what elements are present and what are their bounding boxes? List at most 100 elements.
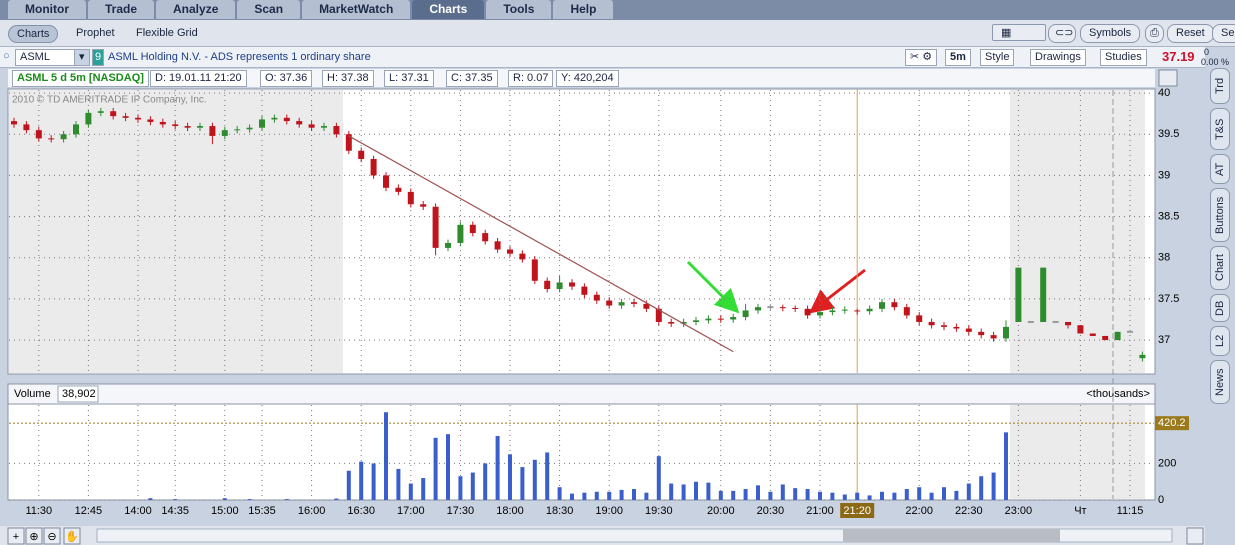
info-field: Y: 420,204 xyxy=(556,70,619,87)
volume-bar xyxy=(346,470,351,500)
cursor-label-box xyxy=(840,503,875,518)
volume-title: Volume xyxy=(14,388,51,400)
sub-tab[interactable]: Flexible Grid xyxy=(136,27,198,39)
link-button[interactable]: ⊂⊃ xyxy=(1048,24,1076,43)
symbol-dropdown[interactable]: ▾ xyxy=(74,49,90,66)
main-tab[interactable]: Tools xyxy=(486,0,552,19)
side-tab[interactable]: News xyxy=(1210,360,1230,404)
volume-bar xyxy=(384,412,388,500)
volume-bar xyxy=(545,452,550,500)
chart-settings-icon[interactable] xyxy=(1158,69,1178,87)
volume-bar xyxy=(818,491,822,500)
x-tick-label: 16:30 xyxy=(347,505,375,517)
sub-tab[interactable]: Prophet xyxy=(76,27,115,39)
zoom-buttons[interactable] xyxy=(7,527,1204,545)
candle-body xyxy=(73,124,79,135)
candle-body xyxy=(135,117,141,120)
side-tab[interactable]: T&S xyxy=(1210,108,1230,150)
candle-body xyxy=(1139,354,1146,359)
drawings-button[interactable]: Drawings xyxy=(1030,49,1086,66)
volume-bar xyxy=(570,493,574,500)
candle-body xyxy=(11,121,17,125)
candle-body xyxy=(85,112,92,125)
candle-body xyxy=(259,119,265,128)
setup-button[interactable]: Se xyxy=(1212,24,1235,43)
side-tab[interactable]: Trd xyxy=(1210,68,1230,104)
trendline xyxy=(348,135,734,353)
symbols-button[interactable]: Symbols xyxy=(1080,24,1141,43)
candle-body xyxy=(965,328,972,332)
volume-bar xyxy=(1004,432,1008,500)
volume-bar xyxy=(619,489,624,500)
candle-body xyxy=(643,303,650,309)
side-tab[interactable]: DB xyxy=(1210,294,1230,322)
candle-body xyxy=(792,307,799,309)
volume-bar xyxy=(669,483,674,500)
main-tab[interactable]: Trade xyxy=(88,0,155,19)
candle-body xyxy=(246,127,253,130)
x-tick-label: 12:45 xyxy=(75,505,103,517)
candle-body xyxy=(668,321,675,324)
studies-button[interactable]: Studies xyxy=(1100,49,1147,66)
print-button[interactable]: ⎙ xyxy=(1145,24,1164,43)
scroll-thumb[interactable] xyxy=(843,529,1060,542)
x-tick-label: 22:00 xyxy=(905,505,933,517)
volume-bar xyxy=(768,491,773,500)
sub-tab[interactable]: Charts xyxy=(8,25,59,43)
side-tab[interactable]: Buttons xyxy=(1210,188,1230,242)
main-tab[interactable]: MarketWatch xyxy=(302,0,411,19)
main-tab[interactable]: Help xyxy=(553,0,614,19)
main-tab[interactable]: Scan xyxy=(237,0,301,19)
candle-body xyxy=(420,204,427,207)
side-tab[interactable]: L2 xyxy=(1210,326,1230,356)
x-tick-label: 19:30 xyxy=(645,505,673,517)
candle-body xyxy=(308,124,315,128)
volume-bar xyxy=(718,490,723,500)
candle-body xyxy=(333,126,340,135)
candle-body xyxy=(1077,325,1084,334)
volume-bar xyxy=(780,484,785,500)
candle-body xyxy=(903,307,910,316)
candle-body xyxy=(631,302,637,304)
x-tick-label: 17:00 xyxy=(397,505,425,517)
volume-bar xyxy=(644,492,649,500)
volume-header xyxy=(7,383,1156,405)
candle-body xyxy=(519,253,526,260)
reset-button[interactable]: Reset xyxy=(1167,24,1214,43)
y-tick-label: 40 xyxy=(1158,87,1170,99)
y-tick-label: 38 xyxy=(1158,252,1170,264)
candle-body xyxy=(147,119,154,122)
candle-body xyxy=(159,121,166,125)
y-tick-label: 0 xyxy=(1158,494,1164,506)
candle-body xyxy=(35,130,42,139)
info-field: R: 0.07 xyxy=(508,70,554,87)
style-button[interactable]: Style xyxy=(980,49,1015,66)
y-tick-label: 39 xyxy=(1158,169,1170,181)
volume-bar xyxy=(458,476,463,500)
side-tab[interactable]: AT xyxy=(1210,154,1230,184)
x-tick-label: 21:00 xyxy=(806,505,834,517)
main-tab[interactable]: Charts xyxy=(412,0,485,19)
candle-body xyxy=(23,124,30,131)
candle-body xyxy=(941,325,947,327)
candle-body xyxy=(705,318,712,321)
interval-button[interactable]: 5m xyxy=(945,49,971,66)
main-tab[interactable]: Analyze xyxy=(156,0,236,19)
candle-body xyxy=(841,309,848,311)
volume-bar xyxy=(532,459,537,500)
side-tab[interactable]: Chart xyxy=(1210,246,1230,290)
volume-bar xyxy=(371,463,376,500)
candle-body xyxy=(110,111,117,117)
main-tab[interactable]: Monitor xyxy=(8,0,86,19)
pan-icon: ✋ xyxy=(65,530,79,543)
tools-icon[interactable]: ✂ ⚙ xyxy=(905,49,938,66)
volume-bar xyxy=(557,487,562,500)
info-field: L: 37.31 xyxy=(384,70,434,87)
link-group[interactable]: 9 xyxy=(92,49,105,66)
layout-button[interactable]: ▦ xyxy=(992,24,1046,41)
candle-body xyxy=(891,302,898,308)
candle-body xyxy=(544,280,551,290)
symbol-input[interactable]: ASML xyxy=(15,49,75,66)
candle-body xyxy=(469,224,476,234)
